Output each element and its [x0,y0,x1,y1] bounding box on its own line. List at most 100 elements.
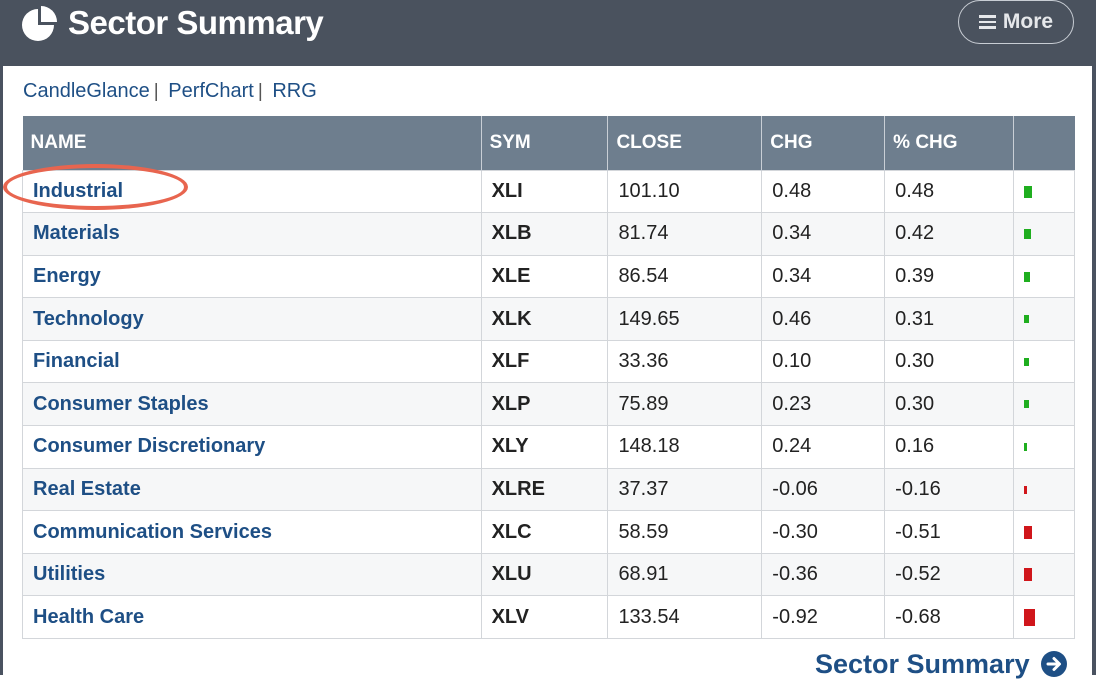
table-row: Industrial XLI 101.10 0.48 0.48 [22,169,1075,214]
table-row: Materials XLB 81.74 0.34 0.42 [22,212,1075,256]
column-header-name[interactable]: NAME [22,116,482,170]
change-bar-cell [1013,467,1075,512]
sector-name-cell: Technology [22,297,482,341]
change-bar-cell [1013,254,1075,299]
change-bar [1024,315,1030,324]
sector-name-cell: Consumer Staples [22,382,482,427]
pct-change-cell: 0.42 [884,212,1015,256]
pct-change-cell: 0.16 [884,425,1015,469]
close-cell: 37.37 [607,467,763,512]
more-button[interactable]: More [958,0,1074,44]
change-bar-cell [1013,297,1075,341]
change-bar [1024,525,1033,539]
close-cell: 148.18 [607,425,763,469]
close-cell: 81.74 [607,212,763,256]
change-cell: 0.10 [761,339,886,384]
arrow-right-circle-icon [1040,651,1067,677]
table-row: Utilities XLU 68.91 -0.36 -0.52 [22,552,1075,597]
change-cell: -0.92 [761,595,886,640]
change-bar-cell [1013,510,1075,554]
change-cell: 0.23 [761,382,886,427]
symbol-cell: XLE [480,254,609,299]
pct-change-cell: -0.16 [884,467,1015,512]
link-separator: | [257,81,263,102]
sector-link[interactable]: Technology [33,307,144,330]
change-bar [1024,357,1030,366]
sector-link[interactable]: Real Estate [33,477,141,500]
column-header-pct-chg[interactable]: % CHG [884,116,1015,170]
sector-name-cell: Communication Services [22,510,482,554]
symbol-cell: XLY [480,425,609,469]
table-row: Financial XLF 33.36 0.10 0.30 [22,339,1075,384]
symbol-cell: XLI [480,169,609,214]
symbol-cell: XLU [480,552,609,597]
symbol-cell: XLP [480,382,609,427]
change-bar-cell [1013,212,1075,256]
pct-change-cell: 0.39 [884,254,1015,299]
table-row: Energy XLE 86.54 0.34 0.39 [22,254,1075,299]
change-bar-cell [1013,169,1075,214]
change-bar-cell [1013,425,1075,469]
column-header-chg[interactable]: CHG [761,116,886,170]
close-cell: 75.89 [607,382,763,427]
sector-summary-link[interactable]: Sector Summary [815,646,1068,682]
sector-link[interactable]: Materials [33,222,120,245]
sector-name-cell: Financial [22,339,482,384]
change-cell: -0.36 [761,552,886,597]
close-cell: 149.65 [607,297,763,341]
change-cell: 0.48 [761,169,886,214]
link-perfchart[interactable]: PerfChart [168,80,254,102]
close-cell: 68.91 [607,552,763,597]
pct-change-cell: 0.48 [884,169,1015,214]
change-bar-cell [1013,339,1075,384]
menu-icon [978,15,996,29]
sector-link[interactable]: Consumer Discretionary [33,435,266,458]
sector-link[interactable]: Health Care [33,605,145,628]
sector-name-cell: Utilities [22,552,482,597]
close-cell: 58.59 [607,510,763,554]
symbol-cell: XLB [480,212,609,256]
chart-links: CandleGlance | PerfChart | RRG [23,77,317,105]
sector-link[interactable]: Consumer Staples [33,392,209,415]
table-row: Communication Services XLC 58.59 -0.30 -0.51 [22,510,1075,554]
symbol-cell: XLC [480,510,609,554]
change-bar [1024,443,1028,452]
change-cell: 0.34 [761,212,886,256]
change-bar [1024,229,1032,240]
table-header-row: NAME SYM CLOSE CHG % CHG [22,116,1075,170]
sector-link[interactable]: Industrial [33,179,124,202]
close-cell: 133.54 [607,595,763,640]
link-rrg[interactable]: RRG [272,80,317,102]
sector-link[interactable]: Energy [33,264,101,287]
sector-link[interactable]: Communication Services [33,520,272,543]
change-bar [1024,271,1031,282]
more-button-label: More [1002,10,1054,33]
change-cell: 0.34 [761,254,886,299]
close-cell: 33.36 [607,339,763,384]
change-cell: -0.06 [761,467,886,512]
pie-chart-icon [22,6,57,41]
sector-link[interactable]: Financial [33,350,120,373]
change-cell: 0.24 [761,425,886,469]
header-bar: Sector Summary More [0,0,1096,66]
table-row: Health Care XLV 133.54 -0.92 -0.68 [22,595,1075,640]
sector-table: NAME SYM CLOSE CHG % CHG Industrial XLI 10… [22,116,1075,640]
change-bar [1024,568,1033,582]
change-bar-cell [1013,595,1075,640]
change-bar-cell [1013,552,1075,597]
column-header-sym[interactable]: SYM [481,116,609,170]
sector-link[interactable]: Utilities [33,563,106,586]
sector-name-cell: Health Care [22,595,482,640]
change-bar [1024,400,1030,409]
pct-change-cell: 0.31 [884,297,1015,341]
change-bar-cell [1013,382,1075,427]
sector-name-cell: Materials [22,212,482,256]
symbol-cell: XLV [480,595,609,640]
close-cell: 86.54 [607,254,763,299]
table-row: Consumer Staples XLP 75.89 0.23 0.30 [22,382,1075,427]
change-bar [1024,608,1036,626]
column-header-close[interactable]: CLOSE [607,116,763,170]
link-candleglance[interactable]: CandleGlance [23,80,150,102]
change-cell: 0.46 [761,297,886,341]
table-row: Real Estate XLRE 37.37 -0.06 -0.16 [22,467,1075,512]
